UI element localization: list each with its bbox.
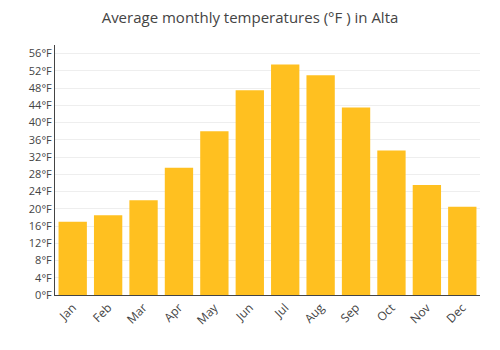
svg-text:Feb: Feb <box>89 299 115 325</box>
svg-text:40°F: 40°F <box>29 114 52 129</box>
svg-text:48°F: 48°F <box>29 80 52 95</box>
svg-text:Mar: Mar <box>123 299 151 327</box>
svg-text:20°F: 20°F <box>29 201 52 216</box>
svg-text:16°F: 16°F <box>29 218 52 233</box>
svg-text:36°F: 36°F <box>29 132 52 147</box>
svg-text:Oct: Oct <box>373 299 399 325</box>
svg-text:Dec: Dec <box>442 299 469 326</box>
svg-text:Average monthly temperatures (: Average monthly temperatures (°F ) in Al… <box>102 7 399 27</box>
svg-text:Jan: Jan <box>55 299 80 324</box>
svg-text:4°F: 4°F <box>35 270 52 285</box>
svg-text:32°F: 32°F <box>29 149 52 164</box>
svg-text:May: May <box>193 299 222 328</box>
svg-text:12°F: 12°F <box>29 235 52 250</box>
svg-text:Jul: Jul <box>270 299 292 321</box>
svg-text:Apr: Apr <box>160 299 186 325</box>
svg-text:Nov: Nov <box>406 299 434 327</box>
svg-text:8°F: 8°F <box>35 252 52 267</box>
svg-text:Jun: Jun <box>231 299 256 324</box>
svg-text:28°F: 28°F <box>29 166 52 181</box>
svg-text:52°F: 52°F <box>29 63 52 78</box>
svg-text:0°F: 0°F <box>35 287 52 302</box>
svg-text:44°F: 44°F <box>29 97 52 112</box>
svg-text:Sep: Sep <box>336 299 363 326</box>
svg-text:24°F: 24°F <box>29 183 52 198</box>
svg-text:56°F: 56°F <box>29 45 52 60</box>
svg-text:Aug: Aug <box>300 299 328 327</box>
